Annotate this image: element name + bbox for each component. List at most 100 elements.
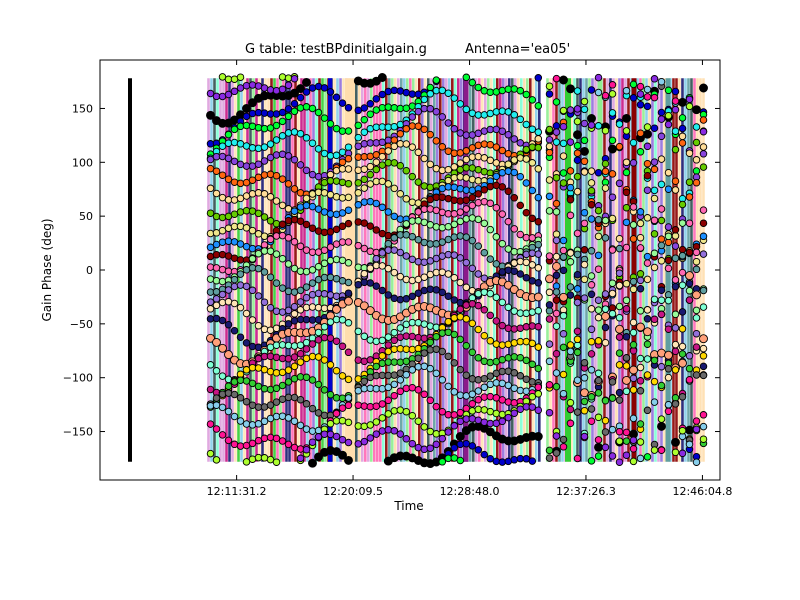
data-point <box>629 277 638 286</box>
data-point <box>344 193 353 202</box>
data-point <box>486 372 495 380</box>
data-point <box>366 222 375 230</box>
data-point <box>432 76 441 84</box>
data-point <box>545 301 554 309</box>
data-point <box>678 342 687 351</box>
data-point <box>636 363 645 372</box>
data-point <box>206 385 215 394</box>
data-point <box>254 292 263 300</box>
data-point <box>396 387 405 396</box>
data-point <box>492 181 501 190</box>
data-point <box>573 298 582 307</box>
data-point <box>426 396 435 405</box>
data-point <box>450 94 459 102</box>
data-point <box>224 237 233 245</box>
data-point <box>474 387 483 395</box>
data-point <box>396 406 405 414</box>
data-point <box>678 200 687 209</box>
data-point <box>608 425 617 434</box>
data-point <box>671 145 680 154</box>
data-point <box>308 458 317 468</box>
data-point <box>230 275 239 284</box>
data-point <box>320 322 329 331</box>
data-point <box>248 109 257 118</box>
data-point <box>552 208 561 216</box>
data-point <box>218 316 227 325</box>
data-point <box>420 423 429 431</box>
data-point <box>608 394 617 402</box>
data-point <box>372 337 381 346</box>
data-point <box>468 407 477 415</box>
data-point <box>545 148 554 157</box>
data-point <box>396 369 405 377</box>
data-point <box>545 176 554 184</box>
data-point <box>503 280 513 290</box>
data-point <box>486 454 495 463</box>
data-point <box>444 270 453 278</box>
data-point <box>384 291 393 299</box>
data-point <box>504 303 513 312</box>
data-point <box>504 381 513 390</box>
data-point <box>344 206 353 214</box>
data-point <box>587 167 596 175</box>
data-point <box>248 176 257 184</box>
data-point <box>344 319 353 327</box>
data-point <box>552 271 561 280</box>
data-point <box>533 292 543 302</box>
data-point <box>692 417 701 425</box>
data-point <box>636 354 645 363</box>
data-point <box>699 362 708 371</box>
data-point <box>534 217 543 226</box>
data-point <box>414 354 423 363</box>
data-point <box>230 196 239 204</box>
data-point <box>587 186 596 195</box>
data-point <box>326 88 335 96</box>
data-point <box>534 102 543 110</box>
data-point <box>685 376 694 384</box>
data-point <box>528 339 537 348</box>
data-point <box>622 188 631 197</box>
data-point <box>622 127 631 135</box>
data-point <box>504 167 513 175</box>
data-point <box>528 125 537 133</box>
data-point <box>218 213 227 222</box>
data-point <box>492 340 501 348</box>
data-point <box>278 132 287 140</box>
data-point <box>366 100 375 108</box>
data-point <box>290 107 299 116</box>
data-point <box>566 341 575 349</box>
data-point <box>290 342 299 350</box>
data-point <box>308 404 317 413</box>
data-point <box>504 108 513 116</box>
data-point <box>678 114 687 122</box>
data-point <box>468 390 477 398</box>
data-point <box>580 432 589 441</box>
data-point <box>212 337 221 347</box>
data-point <box>474 325 483 334</box>
data-point <box>456 456 465 465</box>
data-point <box>486 392 495 401</box>
data-point <box>266 140 275 148</box>
data-point <box>587 366 596 374</box>
data-point <box>622 362 631 370</box>
data-point <box>573 156 582 164</box>
data-point <box>657 446 666 454</box>
data-point <box>456 335 465 344</box>
data-point <box>366 170 375 179</box>
data-point <box>230 178 239 186</box>
data-point <box>456 197 465 205</box>
data-point <box>290 264 299 273</box>
data-point <box>528 261 537 269</box>
data-point <box>601 323 610 332</box>
data-point <box>450 388 459 396</box>
data-point <box>420 95 429 104</box>
data-point <box>643 214 652 222</box>
data-point <box>290 88 299 98</box>
data-point <box>474 301 483 310</box>
data-point <box>218 431 227 439</box>
data-point <box>636 148 645 156</box>
data-point <box>664 111 673 120</box>
data-point <box>692 371 701 379</box>
data-point <box>664 232 673 241</box>
data-point <box>643 129 652 139</box>
